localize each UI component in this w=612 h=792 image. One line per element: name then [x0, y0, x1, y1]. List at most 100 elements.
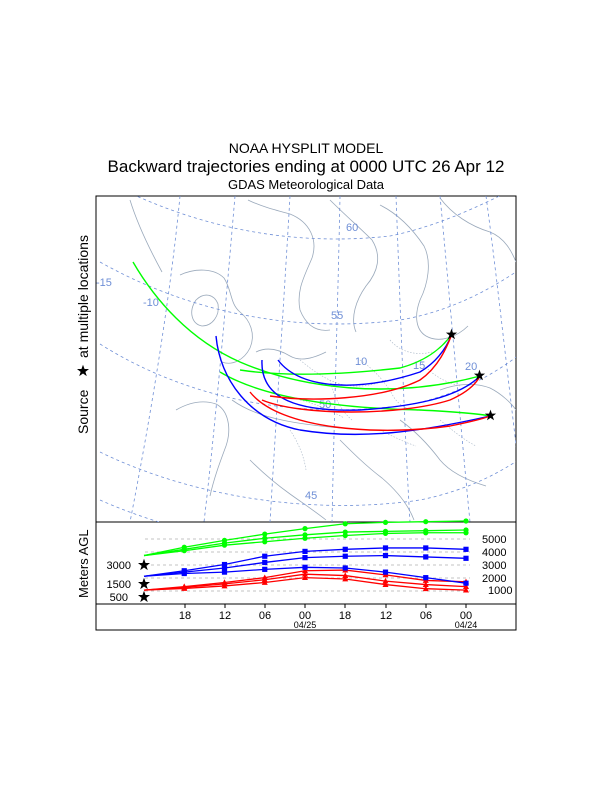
time-label-8: 00: [460, 610, 472, 622]
height-point-0-5: [342, 575, 349, 582]
traj-map-green-a: [132, 261, 481, 390]
height-point-0-7: [422, 585, 429, 592]
height-point-3-8: [463, 580, 469, 586]
height-point-7-7: [423, 528, 429, 534]
traj-map-red-b: [261, 375, 481, 413]
height-point-4-8: [463, 555, 469, 561]
height-point-1-5: [342, 572, 349, 578]
left-level-500: 500: [110, 592, 128, 604]
left-level-1500: 1500: [107, 579, 131, 591]
height-point-8-5: [342, 521, 348, 527]
map-trajectories: [132, 261, 491, 436]
source-star-3000: [137, 558, 151, 571]
height-point-7-4: [302, 532, 308, 538]
traj-map-red-a: [249, 391, 491, 431]
height-point-5-8: [463, 546, 469, 552]
height-point-8-4: [302, 526, 308, 532]
date-label-0424: 04/24: [455, 620, 478, 630]
lon-label-m10: -10: [143, 297, 159, 309]
source-side-label: Source: [75, 389, 91, 434]
height-point-1-8: [463, 583, 469, 590]
height-point-2-2: [221, 579, 228, 585]
height-point-3-7: [423, 575, 429, 581]
lat-label-60: 60: [346, 222, 358, 234]
height-point-5-5: [342, 546, 348, 552]
height-point-7-8: [463, 527, 469, 533]
height-point-3-6: [382, 569, 389, 575]
lon-label-20: 20: [465, 361, 477, 373]
lat-label-55: 55: [331, 310, 343, 322]
height-point-5-3: [262, 553, 268, 559]
height-point-8-7: [423, 519, 429, 525]
multiple-locations-side-label: at multiple locations: [75, 235, 91, 358]
height-point-3-5: [342, 565, 348, 571]
height-point-7-3: [262, 535, 268, 541]
height-point-5-4: [302, 548, 308, 554]
height-point-5-1: [181, 568, 187, 574]
height-point-5-6: [382, 545, 389, 551]
height-point-0-4: [302, 574, 308, 581]
latlon-grid: [99, 196, 516, 522]
traj-map-red-c: [269, 333, 453, 400]
chart-subtitle: Backward trajectories ending at 0000 UTC…: [107, 157, 505, 176]
height-point-3-2: [221, 569, 228, 575]
height-point-3-3: [262, 566, 268, 572]
height-point-0-6: [382, 581, 389, 587]
height-point-4-4: [302, 555, 308, 561]
height-point-7-6: [382, 528, 389, 534]
source-star-500: [137, 590, 151, 603]
height-point-5-7: [423, 545, 429, 551]
lat-label-45: 45: [305, 490, 317, 502]
height-point-1-4: [302, 571, 308, 577]
height-point-2-3: [261, 574, 268, 581]
lat-label-50: 50: [319, 399, 331, 411]
meters-agl-label: Meters AGL: [76, 529, 91, 598]
lon-label-10: 10: [355, 356, 367, 368]
height-point-8-6: [382, 519, 389, 525]
right-tick-4000: 4000: [482, 547, 506, 559]
side-label-star-icon: [76, 364, 90, 377]
time-label-6: 12: [380, 610, 392, 622]
time-label-1: 18: [179, 610, 191, 622]
height-point-2-4: [302, 567, 308, 574]
right-tick-3000: 3000: [482, 560, 506, 572]
time-ticks: [184, 604, 467, 608]
traj-map-green-c: [219, 371, 491, 417]
height-point-8-8: [463, 518, 469, 524]
time-label-2: 12: [219, 610, 231, 622]
height-point-5-2: [221, 561, 228, 568]
right-tick-2000: 2000: [482, 573, 506, 585]
height-point-4-2: [221, 565, 228, 571]
map-area: 60 55 50 45 -15 -10 10 15 20: [96, 196, 516, 522]
traj-map-green-b: [239, 333, 453, 375]
traj-map-blue-c: [277, 333, 453, 386]
traj-map-blue-b: [261, 359, 481, 411]
time-label-5: 18: [339, 610, 351, 622]
date-label-0425: 04/25: [294, 620, 317, 630]
coastlines: [129, 197, 516, 521]
height-series-group: [143, 518, 469, 593]
height-point-4-5: [342, 553, 348, 559]
height-point-8-2: [221, 537, 228, 543]
time-label-3: 06: [259, 610, 271, 622]
source-star-1500: [137, 577, 151, 590]
height-point-1-6: [382, 577, 389, 584]
right-tick-5000: 5000: [482, 534, 506, 546]
height-point-7-5: [342, 529, 348, 535]
height-point-8-3: [262, 531, 268, 537]
chart-title: NOAA HYSPLIT MODEL: [228, 140, 384, 156]
height-panel-frame: [95, 521, 517, 631]
time-label-4: 00: [299, 610, 311, 622]
left-level-3000: 3000: [107, 560, 131, 572]
right-tick-1000: 1000: [488, 585, 512, 597]
data-source-label: GDAS Meteorological Data: [227, 177, 385, 192]
height-point-2-1: [181, 583, 188, 590]
time-label-7: 06: [420, 610, 432, 622]
height-point-4-6: [382, 552, 389, 559]
lon-label-m15: -15: [96, 277, 112, 289]
height-point-4-7: [423, 554, 429, 560]
borders: [289, 339, 477, 471]
height-point-0-8: [463, 586, 469, 593]
height-point-1-7: [422, 581, 429, 587]
